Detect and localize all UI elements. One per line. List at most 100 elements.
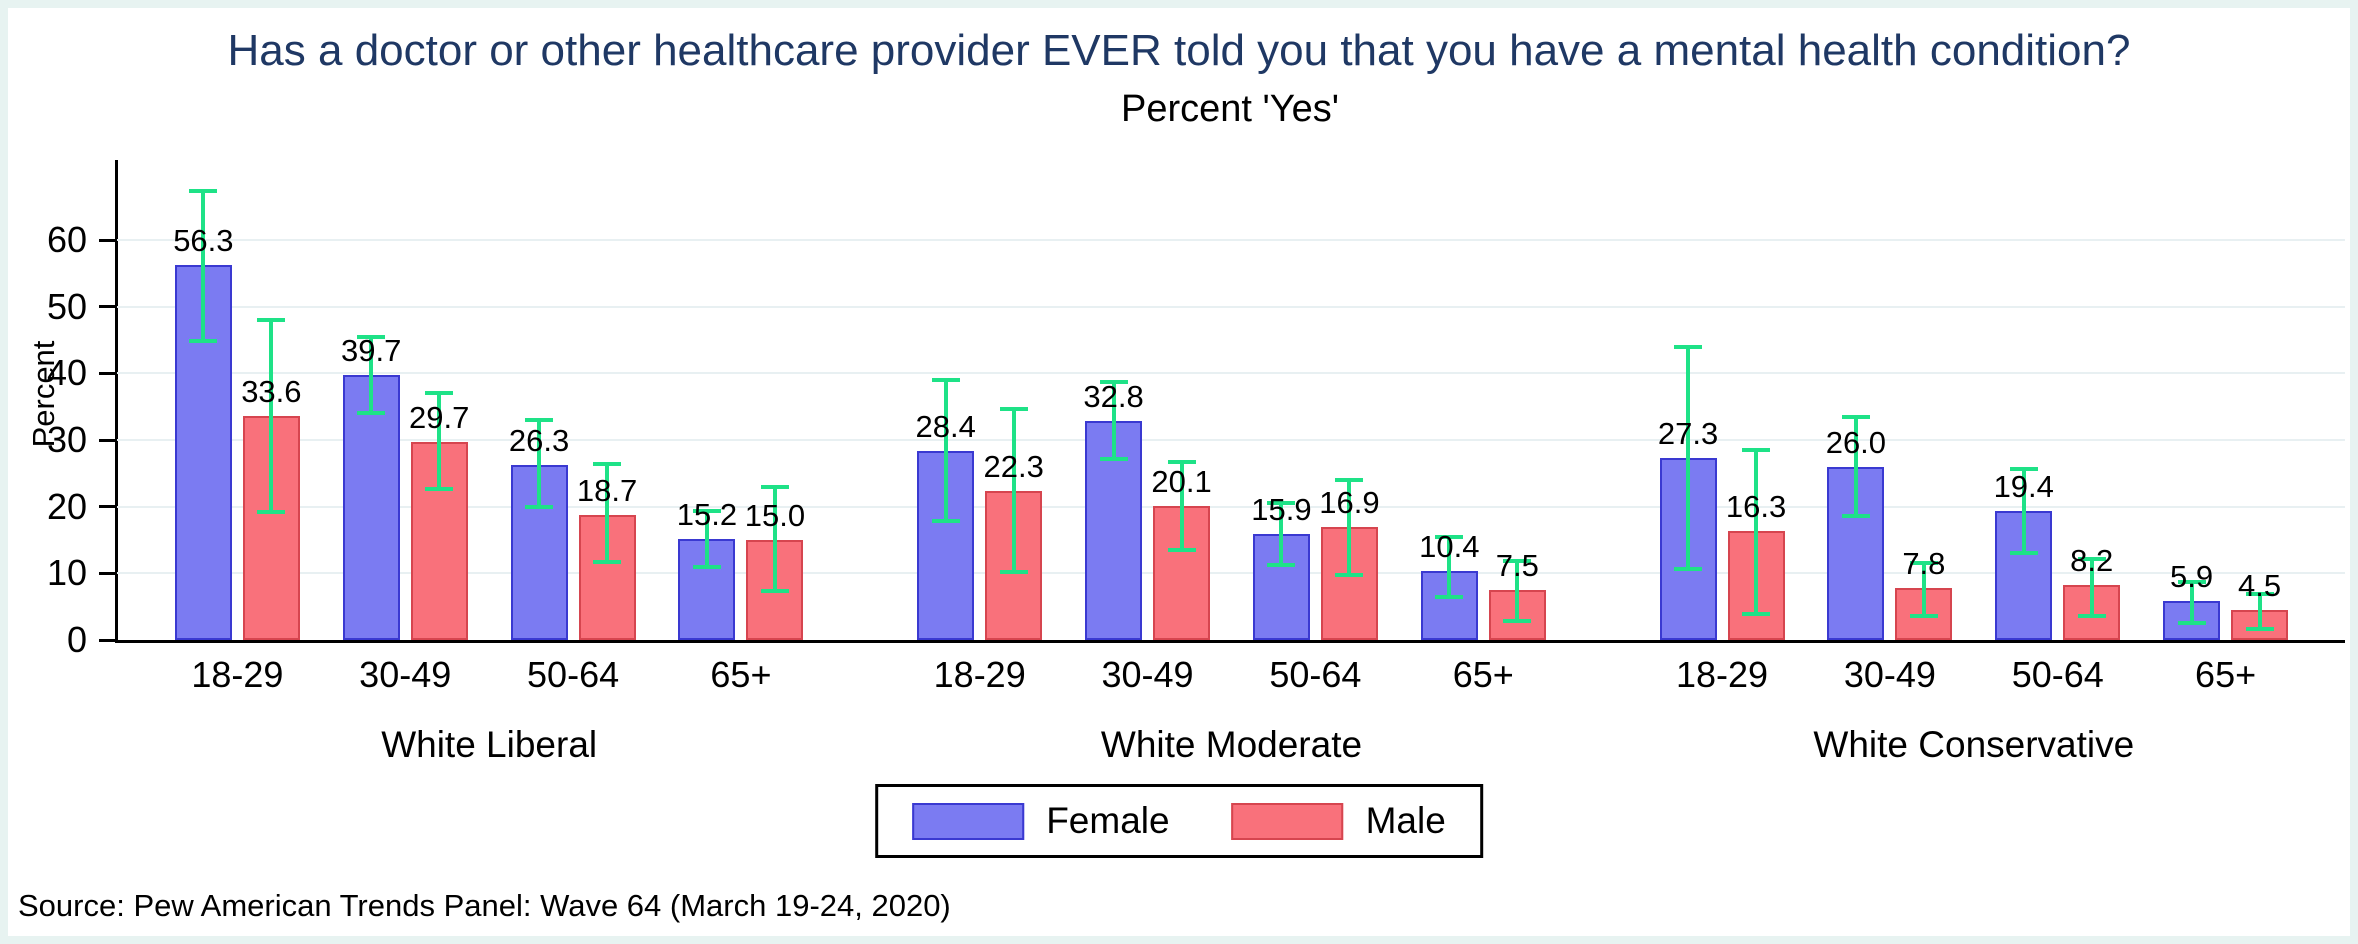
bar-value-label: 15.0 — [744, 498, 806, 533]
bar-group: White Conservative 18-29 27.3 16.3 30-49 26.0… — [1603, 160, 2345, 765]
error-bar-cap — [999, 407, 1028, 412]
bar-value-label: 22.3 — [983, 449, 1044, 485]
bar-slot: 27.3 — [1657, 160, 1719, 640]
bar-value-label: 10.4 — [1419, 528, 1480, 564]
bar-pair: 18-29 27.3 16.3 — [1657, 160, 1787, 695]
bar-slot: 15.9 — [1251, 160, 1312, 640]
y-tick-mark — [99, 505, 115, 509]
bar-slot: 5.9 — [2163, 160, 2221, 640]
error-bar-cap — [1435, 534, 1464, 539]
group-label: White Conservative — [1813, 724, 2135, 765]
bar-slot: 29.7 — [409, 160, 470, 640]
bar-value-label: 27.3 — [1657, 416, 1719, 451]
bar-slot: 33.6 — [241, 160, 302, 640]
bar-slot: 8.2 — [2063, 160, 2121, 640]
bar-value-label: 8.2 — [2070, 543, 2114, 579]
bar-value-label: 33.6 — [241, 374, 302, 409]
bar-pair: 65+ 5.9 4.5 — [2163, 160, 2289, 695]
error-bar-cap — [593, 462, 622, 466]
bar-pair: 65+ 15.2 15.0 — [676, 160, 806, 695]
y-tick-mark — [99, 571, 115, 575]
error-bar-cap — [1335, 478, 1364, 482]
bar-value-label: 4.5 — [2238, 568, 2282, 603]
bar-slot: 7.5 — [1488, 160, 1546, 640]
bar-group: White Liberal 18-29 56.3 33.6 30-49 39.7 29.7 5… — [118, 160, 860, 765]
error-bar-cap — [931, 519, 960, 524]
error-bar-cap — [692, 509, 721, 514]
bar-value-label: 39.7 — [341, 333, 402, 369]
error-bar — [2189, 582, 2194, 623]
error-bar — [1111, 382, 1116, 459]
bar-slot: 56.3 — [173, 160, 234, 640]
bar-pair: 30-49 39.7 29.7 — [341, 160, 470, 695]
error-bar — [1515, 560, 1520, 621]
bar-slot: 7.8 — [1895, 160, 1953, 640]
error-bar-cap — [692, 564, 721, 569]
bar-slot: 15.2 — [676, 160, 738, 640]
gridline — [117, 505, 2345, 508]
bar-pair: 50-64 26.3 18.7 — [508, 160, 637, 695]
bar-slot: 22.3 — [983, 160, 1044, 640]
error-bar-cap — [357, 334, 386, 339]
bar-value-label: 26.3 — [508, 422, 570, 458]
error-bar-cap — [2177, 620, 2206, 625]
gridline — [117, 439, 2345, 441]
error-bar — [1447, 536, 1452, 598]
error-bar-cap — [425, 486, 454, 491]
y-tick-mark — [99, 371, 115, 375]
age-label: 50-64 — [527, 654, 620, 695]
error-bar-cap — [999, 570, 1028, 574]
bar-value-label: 16.3 — [1725, 489, 1787, 525]
bar-group: White Moderate 18-29 28.4 22.3 30-49 32.8 20.1… — [860, 160, 1602, 765]
gridline — [117, 305, 2345, 308]
bar-value-label: 15.2 — [676, 496, 738, 532]
error-bar-cap — [2009, 466, 2038, 471]
group-label: White Liberal — [381, 724, 598, 765]
bar-slot: 16.9 — [1319, 160, 1380, 640]
error-bar-cap — [1674, 566, 1703, 571]
error-bar-cap — [1267, 500, 1296, 505]
gridline — [117, 572, 2345, 575]
bar-value-label: 16.9 — [1319, 485, 1380, 521]
error-bar — [1754, 450, 1759, 614]
error-bar-cap — [2177, 580, 2206, 584]
error-bar — [704, 511, 709, 567]
error-bar — [1179, 462, 1184, 550]
error-bar-cap — [2077, 556, 2106, 561]
error-bar-cap — [1267, 562, 1296, 567]
error-bar — [537, 420, 542, 507]
error-bar-cap — [525, 418, 554, 422]
bar-pair: 18-29 56.3 33.6 — [173, 160, 302, 695]
legend-label-female: Female — [1046, 800, 1170, 841]
y-tick-mark — [99, 305, 115, 309]
bar-value-label: 19.4 — [1993, 468, 2054, 504]
error-bar — [1853, 416, 1858, 516]
bar-pair: 65+ 10.4 7.5 — [1419, 160, 1546, 695]
y-tick-label: 10 — [46, 552, 87, 594]
error-bar — [943, 380, 948, 522]
error-bar — [2257, 594, 2262, 630]
bar-value-label: 29.7 — [409, 400, 470, 435]
error-bar — [1279, 502, 1284, 565]
error-bar — [369, 336, 374, 414]
bar-pair: 18-29 28.4 22.3 — [916, 160, 1044, 695]
legend-entry-female: Female — [912, 800, 1170, 842]
bar-value-label: 32.8 — [1083, 379, 1144, 415]
age-label: 65+ — [2195, 654, 2257, 695]
bar-female — [342, 375, 400, 640]
error-bar-cap — [1099, 456, 1128, 461]
bar-slot: 28.4 — [916, 160, 976, 640]
error-bar-cap — [525, 504, 554, 509]
group-label: White Moderate — [1100, 724, 1363, 765]
age-label: 65+ — [1452, 654, 1514, 695]
source-note: Source: Pew American Trends Panel: Wave … — [18, 888, 951, 923]
y-axis-line — [115, 160, 118, 643]
error-bar-cap — [1841, 414, 1870, 419]
error-bar-cap — [189, 188, 218, 193]
age-label: 30-49 — [1843, 654, 1936, 695]
bar-value-label: 56.3 — [173, 222, 234, 258]
error-bar-cap — [1435, 595, 1464, 600]
error-bar-cap — [257, 510, 286, 514]
error-bar — [772, 487, 777, 591]
age-label: 65+ — [710, 654, 772, 695]
